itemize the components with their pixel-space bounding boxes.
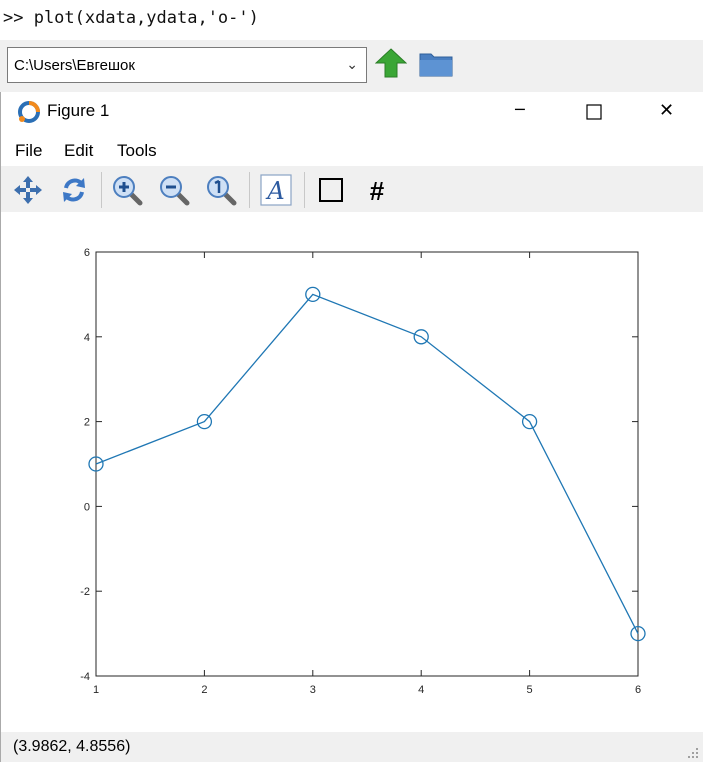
directory-bar: C:\Users\Евгешок ⌄ — [0, 40, 703, 92]
x-tick-label: 5 — [527, 684, 533, 696]
figure-window: Figure 1 ─ ✕ File Edit Tools — [0, 92, 703, 762]
text-insert-glyph: A — [265, 177, 284, 205]
y-tick-label: 0 — [84, 501, 90, 513]
maximize-button[interactable] — [571, 92, 617, 132]
x-tick-label: 2 — [201, 684, 207, 696]
x-tick-label: 6 — [635, 684, 641, 696]
y-tick-label: 2 — [84, 417, 90, 429]
text-insert-icon[interactable]: A — [260, 174, 292, 206]
data-point-marker — [305, 286, 321, 303]
zoom-reset-icon[interactable] — [205, 174, 237, 206]
y-tick-label: -2 — [80, 586, 90, 598]
figure-titlebar: Figure 1 ─ ✕ — [1, 92, 703, 132]
directory-select[interactable]: C:\Users\Евгешок ⌄ — [7, 47, 367, 83]
toolbar-separator — [101, 172, 102, 208]
minimize-button[interactable]: ─ — [501, 92, 547, 132]
resize-grip-icon[interactable] — [687, 747, 699, 759]
grid-glyph: # — [370, 176, 385, 206]
plot-area[interactable]: 1 2 3 4 5 6 -4 -2 0 2 4 6 — [1, 212, 703, 732]
menu-file[interactable]: File — [15, 141, 43, 160]
data-point-marker — [196, 413, 213, 430]
cursor-coordinates: (3.9862, 4.8556) — [13, 738, 131, 755]
toolbar-separator — [304, 172, 305, 208]
y-tick-label: 6 — [84, 247, 90, 259]
rotate-icon[interactable] — [58, 174, 90, 206]
zoom-in-icon[interactable] — [111, 174, 143, 206]
octave-logo-icon — [18, 101, 40, 123]
minimize-icon: ─ — [515, 100, 525, 119]
data-point-marker — [630, 625, 646, 642]
window-title: Figure 1 — [47, 101, 110, 120]
zoom-out-icon[interactable] — [158, 174, 190, 206]
chevron-down-icon[interactable]: ⌄ — [346, 56, 358, 72]
status-bar: (3.9862, 4.8556) — [1, 732, 703, 762]
close-button[interactable]: ✕ — [644, 92, 690, 132]
grid-icon[interactable]: # — [361, 174, 393, 206]
menu-tools[interactable]: Tools — [117, 141, 157, 160]
close-icon: ✕ — [659, 100, 675, 121]
y-tick-label: 4 — [84, 332, 90, 344]
directory-path: C:\Users\Евгешок — [14, 57, 135, 74]
toolbar-separator — [249, 172, 250, 208]
x-tick-label: 3 — [310, 684, 316, 696]
maximize-icon — [586, 104, 602, 120]
data-point-marker — [521, 413, 538, 430]
axes-box — [95, 251, 639, 677]
data-point-marker — [88, 456, 104, 472]
pan-icon[interactable] — [12, 174, 44, 206]
x-tick-label: 1 — [93, 684, 99, 696]
figure-toolbar: A # — [1, 166, 703, 212]
axes-box-icon[interactable] — [315, 174, 347, 206]
line-chart[interactable]: 1 2 3 4 5 6 -4 -2 0 2 4 6 — [1, 212, 703, 732]
command-line[interactable]: >> plot(xdata,ydata,'o-') — [0, 0, 703, 40]
browse-folder-icon[interactable] — [419, 49, 453, 77]
data-point-marker — [413, 329, 429, 345]
y-tick-label: -4 — [80, 671, 90, 683]
x-tick-label: 4 — [418, 684, 424, 696]
menu-edit[interactable]: Edit — [64, 141, 94, 160]
series-line — [95, 293, 639, 634]
menu-bar: File Edit Tools — [1, 136, 703, 160]
up-directory-icon[interactable] — [375, 48, 407, 78]
